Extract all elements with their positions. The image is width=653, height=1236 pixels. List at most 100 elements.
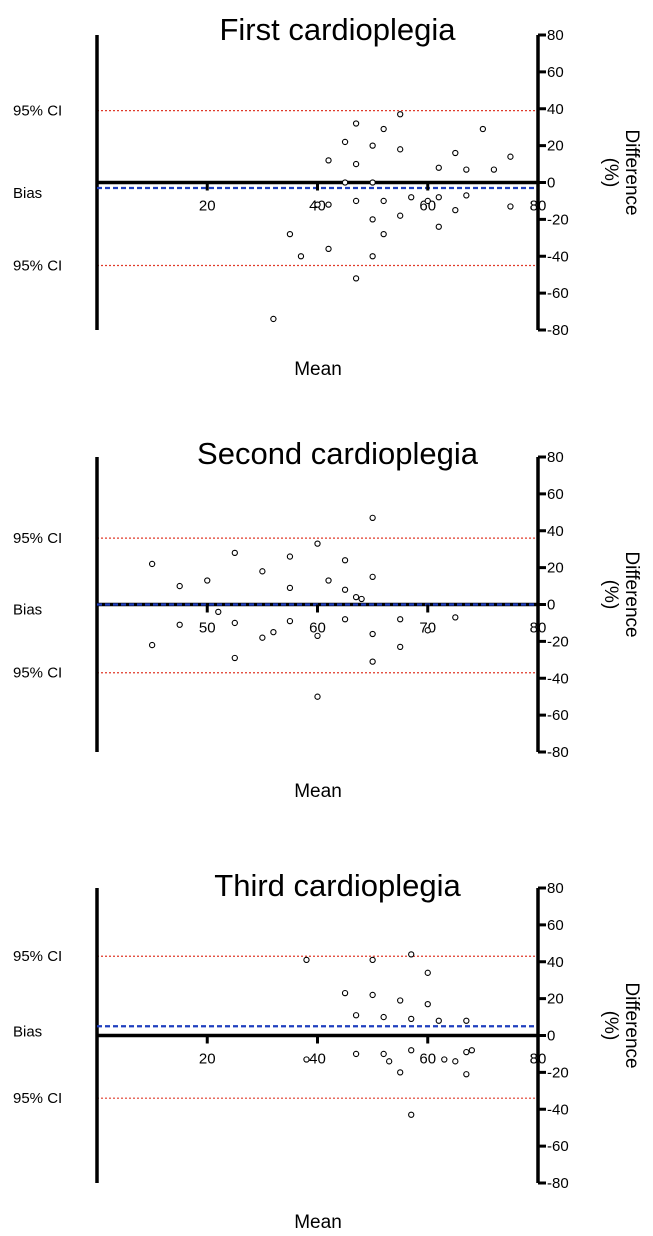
data-point [369, 991, 376, 999]
data-point [386, 1058, 393, 1065]
data-point [380, 1013, 387, 1021]
data-point [397, 643, 404, 651]
data-point [380, 197, 387, 205]
x-tick-label: 50 [199, 620, 216, 637]
data-point [397, 1069, 404, 1076]
data-point [463, 166, 470, 173]
x-tick-label: 60 [309, 620, 326, 637]
data-point [303, 956, 310, 964]
data-point [424, 197, 431, 205]
data-point [397, 212, 404, 219]
data-point [369, 630, 376, 638]
data-point [352, 120, 360, 127]
data-point [231, 549, 238, 557]
data-point [380, 125, 387, 133]
y-axis-label-unit: (%) [600, 580, 621, 610]
data-point [408, 1015, 415, 1023]
x-tick-label: 80 [530, 620, 547, 637]
data-point [452, 1058, 459, 1065]
y-tick-label: 20 [547, 138, 564, 155]
data-point [441, 1056, 448, 1063]
chart-title: Third cardioplegia [214, 868, 461, 903]
y-axis-label: Difference [621, 982, 642, 1068]
y-tick-label: -20 [547, 1064, 569, 1081]
x-tick-label: 40 [309, 1051, 326, 1068]
data-point [176, 621, 183, 628]
x-tick-label: 80 [530, 1051, 547, 1068]
data-point [286, 617, 294, 625]
data-point [176, 582, 183, 590]
data-point [507, 153, 514, 160]
data-point [231, 654, 238, 662]
data-point [341, 616, 349, 623]
data-point [297, 253, 305, 260]
data-point [424, 969, 431, 976]
data-point [408, 951, 415, 958]
y-tick-label: 80 [547, 880, 564, 897]
data-point [148, 641, 156, 649]
x-tick-label: 60 [419, 1051, 436, 1068]
y-tick-label: -40 [547, 670, 569, 687]
y-tick-label: 0 [547, 175, 555, 192]
chart-panel-3: Third cardioplegia 80 60 40 20 0 -20 -40 -60 -80 2… [13, 868, 642, 1233]
data-point [408, 194, 415, 201]
data-point [325, 157, 332, 164]
data-point [397, 146, 404, 153]
chart-title: Second cardioplegia [197, 436, 479, 471]
x-axis-label: Mean [294, 781, 342, 802]
data-point [286, 584, 294, 592]
data-point [303, 1056, 310, 1063]
chart-panel-1: First cardioplegia 80 60 40 20 0 -20 -40 -60 -80 2… [13, 12, 642, 380]
ci-upper-label: 95% CI [13, 530, 62, 547]
data-point [369, 956, 376, 964]
data-point [468, 1047, 475, 1054]
y-tick-label: 80 [547, 449, 564, 466]
data-point [435, 164, 442, 171]
y-axis-label: Difference [621, 551, 642, 637]
y-tick-label: 60 [547, 486, 564, 503]
data-point [369, 253, 376, 260]
data-point [490, 166, 498, 173]
x-axis-label: Mean [294, 359, 342, 380]
data-point [341, 989, 349, 997]
data-point [231, 619, 238, 627]
data-point [397, 111, 404, 118]
y-axis-label-unit: (%) [600, 158, 621, 188]
data-point [408, 1047, 415, 1054]
data-point [352, 1012, 360, 1019]
data-point [463, 192, 470, 199]
ci-lower-label: 95% CI [13, 1090, 62, 1107]
data-point [463, 1017, 470, 1024]
bias-label: Bias [13, 185, 42, 202]
x-axis-label: Mean [294, 1212, 342, 1233]
y-tick-label: -60 [547, 285, 569, 302]
y-tick-label: -80 [547, 744, 569, 761]
data-point [463, 1071, 470, 1078]
y-axis-label-unit: (%) [600, 1011, 621, 1041]
data-point [341, 586, 349, 593]
data-point [352, 275, 360, 282]
data-point [286, 553, 294, 560]
data-point [397, 616, 404, 623]
y-tick-label: -60 [547, 1138, 569, 1155]
data-point [270, 629, 277, 636]
data-point [369, 658, 376, 665]
ci-upper-label: 95% CI [13, 948, 62, 965]
data-point [259, 568, 266, 575]
y-tick-label: -20 [547, 211, 569, 228]
y-tick-label: 40 [547, 523, 564, 540]
data-point [463, 1048, 470, 1056]
data-point [148, 560, 156, 568]
data-point [408, 1111, 415, 1118]
y-tick-label: -20 [547, 633, 569, 650]
data-point [435, 1017, 442, 1024]
ci-lower-label: 95% CI [13, 665, 62, 682]
y-tick-label: 60 [547, 917, 564, 934]
data-point [380, 1050, 387, 1058]
y-tick-label: -80 [547, 322, 569, 339]
y-tick-label: -40 [547, 1101, 569, 1118]
y-tick-label: -80 [547, 1175, 569, 1192]
data-point [325, 201, 332, 208]
data-point [325, 577, 332, 584]
data-point [397, 997, 404, 1004]
